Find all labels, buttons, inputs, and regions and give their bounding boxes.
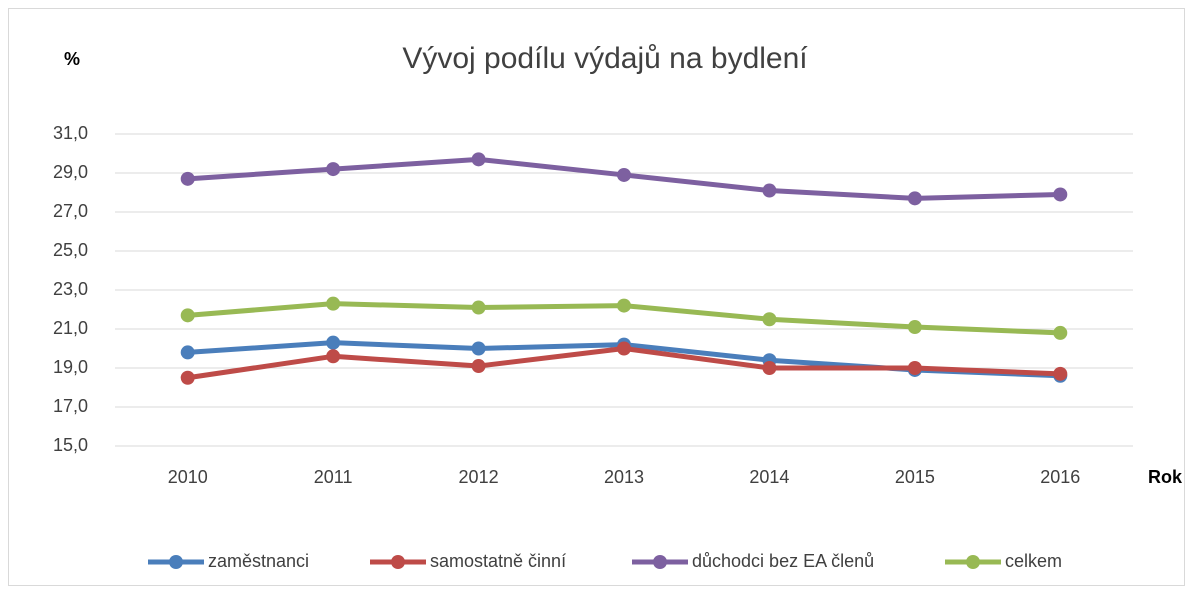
x-tick-label: 2010 bbox=[168, 467, 208, 487]
data-point bbox=[471, 359, 486, 374]
data-point bbox=[907, 320, 922, 335]
y-tick-label: 15,0 bbox=[53, 435, 88, 455]
data-point bbox=[617, 298, 631, 313]
y-axis-label: % bbox=[64, 49, 80, 69]
chart-frame bbox=[8, 8, 1185, 586]
y-tick-label: 31,0 bbox=[53, 123, 88, 143]
legend-marker bbox=[391, 555, 405, 569]
y-tick-label: 19,0 bbox=[53, 357, 88, 377]
data-point bbox=[762, 361, 777, 375]
data-point bbox=[1053, 187, 1068, 202]
chart-title: Vývoj podílu výdajů na bydlení bbox=[402, 42, 808, 75]
data-point bbox=[326, 335, 341, 350]
x-tick-label: 2016 bbox=[1040, 467, 1080, 487]
data-point bbox=[617, 167, 631, 182]
legend-marker bbox=[966, 555, 980, 569]
data-point bbox=[326, 349, 341, 364]
x-tick-label: 2015 bbox=[895, 467, 935, 487]
data-point bbox=[1053, 325, 1068, 340]
x-axis-label: Rok bbox=[1148, 467, 1183, 487]
x-tick-label: 2013 bbox=[604, 467, 644, 487]
data-point bbox=[471, 300, 486, 315]
x-tick-label: 2011 bbox=[314, 467, 353, 487]
data-point bbox=[617, 341, 631, 356]
legend-label: celkem bbox=[1005, 551, 1062, 571]
legend-label: zaměstnanci bbox=[208, 551, 309, 571]
data-point bbox=[762, 183, 777, 198]
data-point bbox=[1053, 366, 1068, 381]
y-tick-label: 23,0 bbox=[53, 279, 88, 299]
legend-label: důchodci bez EA členů bbox=[692, 551, 874, 571]
legend-label: samostatně činní bbox=[430, 551, 566, 571]
data-point bbox=[907, 361, 922, 375]
data-point bbox=[471, 152, 486, 167]
x-tick-label: 2014 bbox=[749, 467, 789, 487]
data-point bbox=[471, 341, 486, 356]
legend-marker bbox=[169, 555, 183, 569]
data-point bbox=[907, 191, 922, 206]
y-tick-label: 27,0 bbox=[53, 201, 88, 221]
data-point bbox=[180, 171, 195, 186]
x-tick-label: 2012 bbox=[459, 467, 499, 487]
data-point bbox=[180, 308, 195, 323]
data-point bbox=[180, 345, 195, 360]
data-point bbox=[326, 162, 341, 177]
legend-marker bbox=[653, 555, 667, 569]
data-point bbox=[762, 312, 777, 327]
y-tick-label: 25,0 bbox=[53, 240, 88, 260]
data-point bbox=[180, 370, 195, 385]
y-tick-label: 17,0 bbox=[53, 396, 88, 416]
y-tick-label: 21,0 bbox=[53, 318, 88, 338]
y-tick-label: 29,0 bbox=[53, 162, 88, 182]
data-point bbox=[326, 296, 341, 311]
